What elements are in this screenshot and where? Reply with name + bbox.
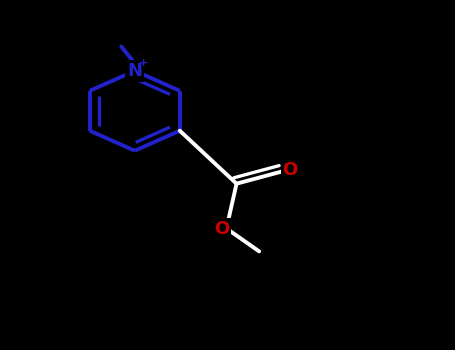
Text: +: +	[139, 58, 148, 68]
Text: N: N	[127, 62, 142, 80]
Text: O: O	[214, 220, 230, 238]
Text: O: O	[282, 161, 298, 179]
